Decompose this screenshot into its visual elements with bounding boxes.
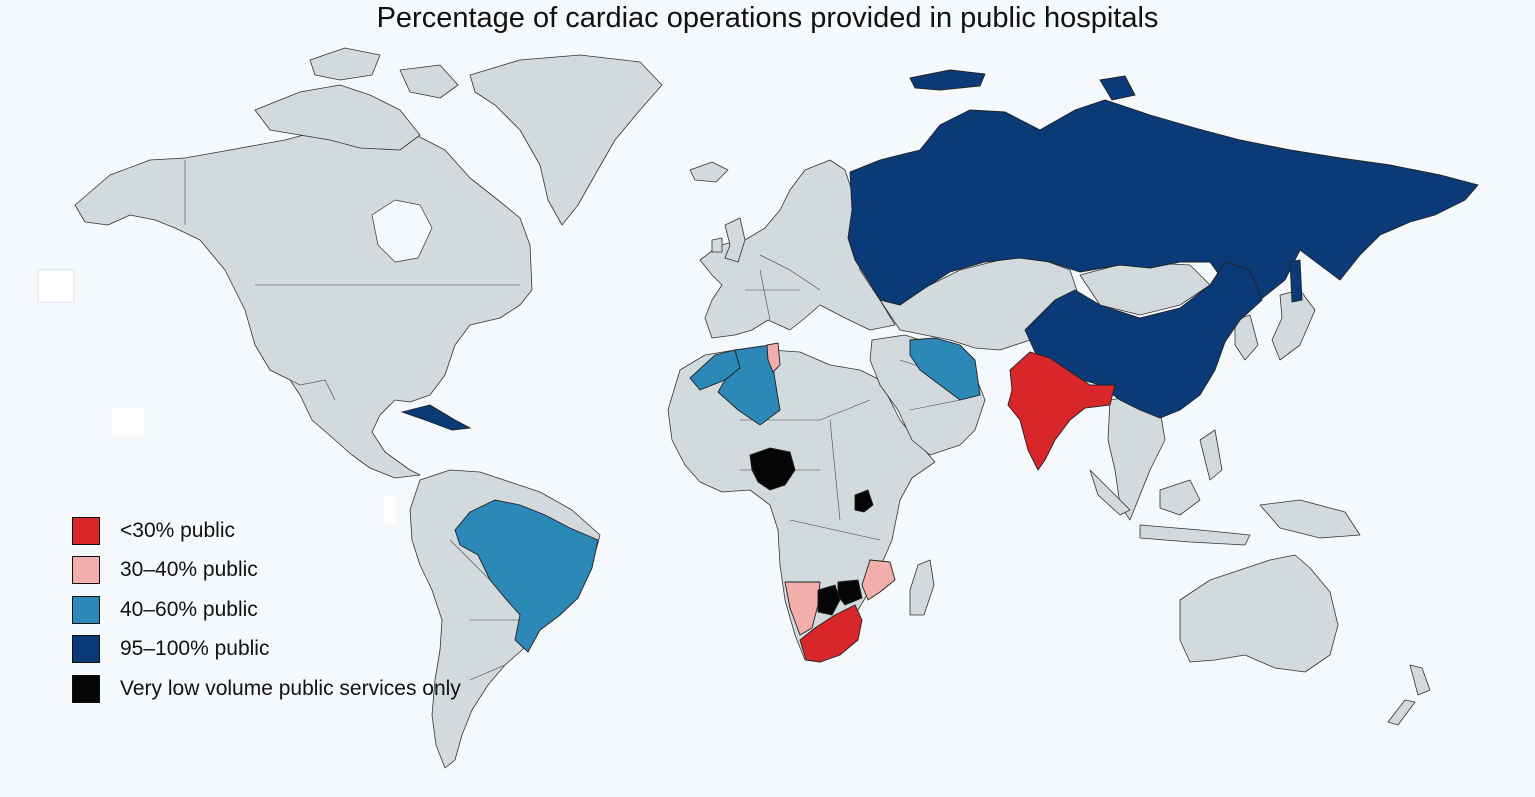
legend-swatch — [72, 556, 100, 585]
region-china — [1024, 261, 1263, 419]
legend-item-lt30: <30% public — [72, 511, 461, 551]
region-tunisia — [766, 342, 781, 373]
region-zimbabwe — [837, 579, 863, 606]
region-nigeria — [749, 447, 796, 491]
greenland — [469, 54, 663, 226]
legend-label: 30–40% public — [120, 558, 258, 582]
region-russia — [847, 99, 1479, 306]
legend-item-30-40: 30–40% public — [72, 551, 461, 591]
region-india — [1007, 351, 1116, 471]
legend-label: 95–100% public — [120, 637, 270, 661]
legend-swatch — [72, 595, 100, 624]
europe — [699, 159, 896, 339]
legend-swatch — [72, 635, 100, 664]
legend-label: Very low volume public services only — [120, 676, 461, 700]
region-brazil — [454, 499, 599, 653]
region-iran — [909, 337, 981, 401]
region-south-africa — [799, 604, 863, 663]
legend-label: <30% public — [120, 518, 235, 542]
legend-item-very-low: Very low volume public services only — [72, 669, 461, 709]
australia — [1179, 554, 1339, 673]
legend-item-95-100: 95–100% public — [72, 630, 461, 670]
arctic-islands — [254, 84, 421, 151]
legend-swatch — [72, 674, 100, 703]
legend-label: 40–60% public — [120, 597, 258, 621]
legend-swatch — [72, 516, 100, 545]
region-uganda — [854, 489, 874, 513]
region-botswana — [817, 584, 841, 616]
map-title: Percentage of cardiac operations provide… — [376, 2, 1159, 34]
region-namibia — [784, 581, 821, 636]
legend-item-40-60: 40–60% public — [72, 590, 461, 630]
legend: <30% public 30–40% public 40–60% public … — [72, 511, 461, 709]
region-mozambique — [861, 559, 896, 601]
region-cuba — [400, 404, 472, 431]
